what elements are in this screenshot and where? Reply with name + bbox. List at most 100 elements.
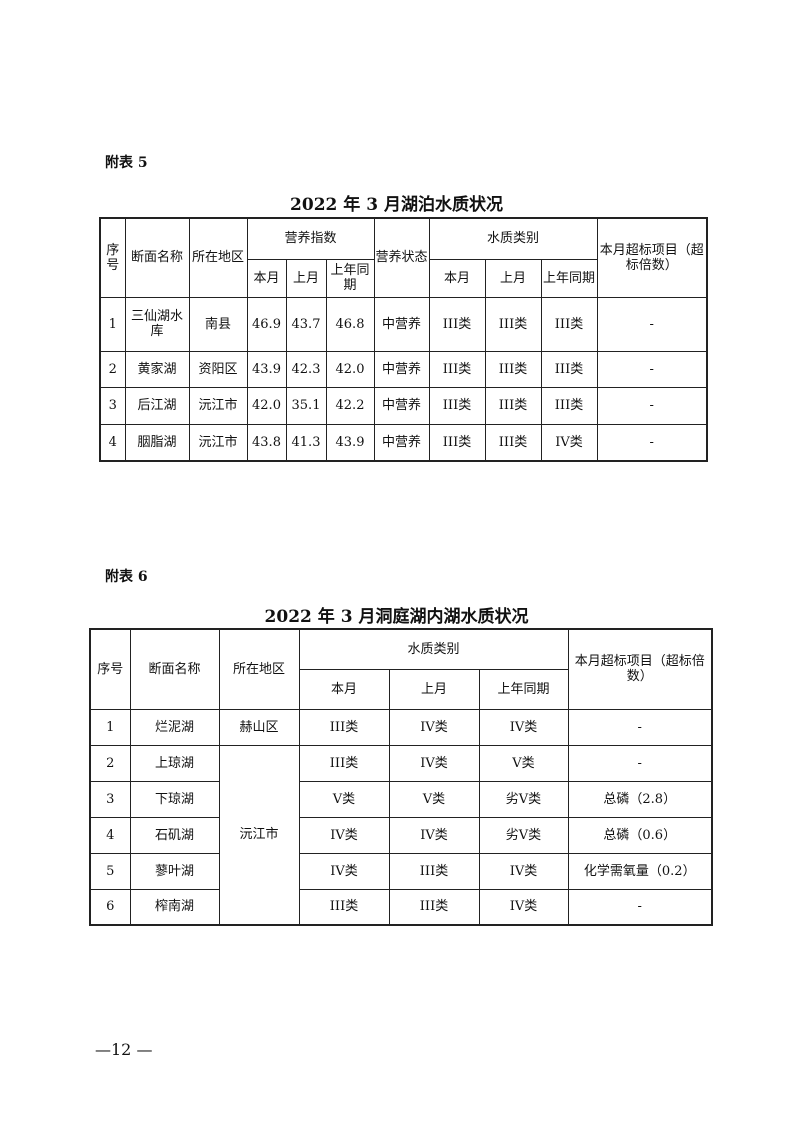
cell-region: 南县 <box>188 296 248 352</box>
cell-trophic-index: 42.0 <box>246 386 287 425</box>
header-ti-last-month: 上月 <box>285 258 327 298</box>
cell-trophic-index: 42.0 <box>325 350 375 388</box>
header-wc-last-month: 上月 <box>484 258 542 298</box>
cell-region: 资阳区 <box>188 350 248 388</box>
cell-exceed: - <box>596 423 708 462</box>
header-region: 所在地区 <box>218 628 300 710</box>
cell-seq: 4 <box>99 423 126 462</box>
cell-water-class: IV类 <box>540 423 598 462</box>
cell-water-class: IV类 <box>388 816 480 854</box>
cell-exceed: - <box>567 888 713 926</box>
cell-water-class: III类 <box>540 350 598 388</box>
cell-exceed: 化学需氧量（0.2） <box>567 852 713 890</box>
table-row: 4 石矶湖 IV类 IV类 劣V类 总磷（0.6） <box>89 816 713 854</box>
cell-trophic-index: 43.9 <box>246 350 287 388</box>
table-row: 6 榨南湖 III类 III类 IV类 - <box>89 888 713 926</box>
cell-water-class: IV类 <box>298 816 390 854</box>
cell-seq: 4 <box>89 816 131 854</box>
cell-water-class: 劣V类 <box>478 780 569 818</box>
table-row: 1 烂泥湖 赫山区 III类 IV类 IV类 - <box>89 708 713 746</box>
cell-exceed: - <box>596 386 708 425</box>
cell-water-class: III类 <box>298 744 390 782</box>
cell-name: 榨南湖 <box>129 888 220 926</box>
table-row: 3 下琼湖 V类 V类 劣V类 总磷（2.8） <box>89 780 713 818</box>
cell-seq: 3 <box>99 386 126 425</box>
cell-trophic-state: 中营养 <box>373 423 430 462</box>
page-number: —12 — <box>95 1040 153 1059</box>
header-trophic-index: 营养指数 <box>246 217 375 260</box>
cell-region: 赫山区 <box>218 708 300 746</box>
cell-seq: 5 <box>89 852 131 890</box>
cell-water-class: III类 <box>428 296 486 352</box>
header-ti-this-month: 本月 <box>246 258 287 298</box>
cell-water-class: III类 <box>428 423 486 462</box>
header-trophic-state: 营养状态 <box>373 217 430 298</box>
cell-trophic-index: 42.3 <box>285 350 327 388</box>
cell-water-class: 劣V类 <box>478 816 569 854</box>
cell-trophic-index: 41.3 <box>285 423 327 462</box>
cell-exceed: 总磷（2.8） <box>567 780 713 818</box>
cell-trophic-index: 35.1 <box>285 386 327 425</box>
cell-exceed: 总磷（0.6） <box>567 816 713 854</box>
cell-name: 石矶湖 <box>129 816 220 854</box>
cell-water-class: V类 <box>478 744 569 782</box>
cell-water-class: IV类 <box>298 852 390 890</box>
cell-trophic-index: 43.8 <box>246 423 287 462</box>
table-row: 3 后江湖 沅江市 42.0 35.1 42.2 中营养 III类 III类 III类 - <box>99 386 708 425</box>
cell-region: 沅江市 <box>188 386 248 425</box>
table-row: 4 胭脂湖 沅江市 43.8 41.3 43.9 中营养 III类 III类 IV类 - <box>99 423 708 462</box>
cell-water-class: III类 <box>388 852 480 890</box>
cell-water-class: V类 <box>298 780 390 818</box>
cell-region: 沅江市 <box>218 744 300 926</box>
cell-trophic-state: 中营养 <box>373 296 430 352</box>
cell-water-class: IV类 <box>388 744 480 782</box>
cell-water-class: IV类 <box>478 852 569 890</box>
cell-name: 黄家湖 <box>124 350 190 388</box>
table-row: 2 黄家湖 资阳区 43.9 42.3 42.0 中营养 III类 III类 III类 - <box>99 350 708 388</box>
cell-region: 沅江市 <box>188 423 248 462</box>
cell-name: 蓼叶湖 <box>129 852 220 890</box>
header-seq: 序号 <box>89 628 131 710</box>
header-water-class: 水质类别 <box>298 628 569 670</box>
header-name: 断面名称 <box>129 628 220 710</box>
cell-trophic-state: 中营养 <box>373 386 430 425</box>
cell-name: 后江湖 <box>124 386 190 425</box>
header-water-class: 水质类别 <box>428 217 598 260</box>
table6-title: 2022 年 3 月洞庭湖内湖水质状况 <box>264 607 529 627</box>
table6-label: 附表 6 <box>105 569 148 585</box>
cell-name: 胭脂湖 <box>124 423 190 462</box>
cell-water-class: III类 <box>298 708 390 746</box>
cell-water-class: V类 <box>388 780 480 818</box>
cell-water-class: III类 <box>484 296 542 352</box>
cell-seq: 2 <box>99 350 126 388</box>
header-this-month: 本月 <box>298 668 390 710</box>
header-name: 断面名称 <box>124 217 190 298</box>
cell-water-class: IV类 <box>478 708 569 746</box>
cell-exceed: - <box>596 350 708 388</box>
cell-water-class: IV类 <box>478 888 569 926</box>
table-row: 5 蓼叶湖 IV类 III类 IV类 化学需氧量（0.2） <box>89 852 713 890</box>
cell-water-class: III类 <box>540 386 598 425</box>
cell-trophic-index: 43.7 <box>285 296 327 352</box>
table5: 序号 断面名称 所在地区 营养指数 营养状态 水质类别 本月超标项目（超标倍数）… <box>99 217 708 462</box>
header-last-year: 上年同期 <box>478 668 569 710</box>
cell-seq: 6 <box>89 888 131 926</box>
cell-water-class: III类 <box>540 296 598 352</box>
cell-water-class: III类 <box>388 888 480 926</box>
cell-exceed: - <box>596 296 708 352</box>
cell-trophic-index: 42.2 <box>325 386 375 425</box>
table6: 序号 断面名称 所在地区 水质类别 本月超标项目（超标倍数） 本月 上月 上年同… <box>89 628 713 926</box>
cell-exceed: - <box>567 744 713 782</box>
cell-trophic-index: 46.8 <box>325 296 375 352</box>
header-wc-last-year: 上年同期 <box>540 258 598 298</box>
cell-trophic-index: 43.9 <box>325 423 375 462</box>
cell-water-class: III类 <box>484 350 542 388</box>
cell-water-class: III类 <box>484 423 542 462</box>
cell-seq: 2 <box>89 744 131 782</box>
cell-name: 上琼湖 <box>129 744 220 782</box>
cell-seq: 3 <box>89 780 131 818</box>
table-row: 2 上琼湖 沅江市 III类 IV类 V类 - <box>89 744 713 926</box>
header-region: 所在地区 <box>188 217 248 298</box>
header-wc-this-month: 本月 <box>428 258 486 298</box>
cell-seq: 1 <box>99 296 126 352</box>
